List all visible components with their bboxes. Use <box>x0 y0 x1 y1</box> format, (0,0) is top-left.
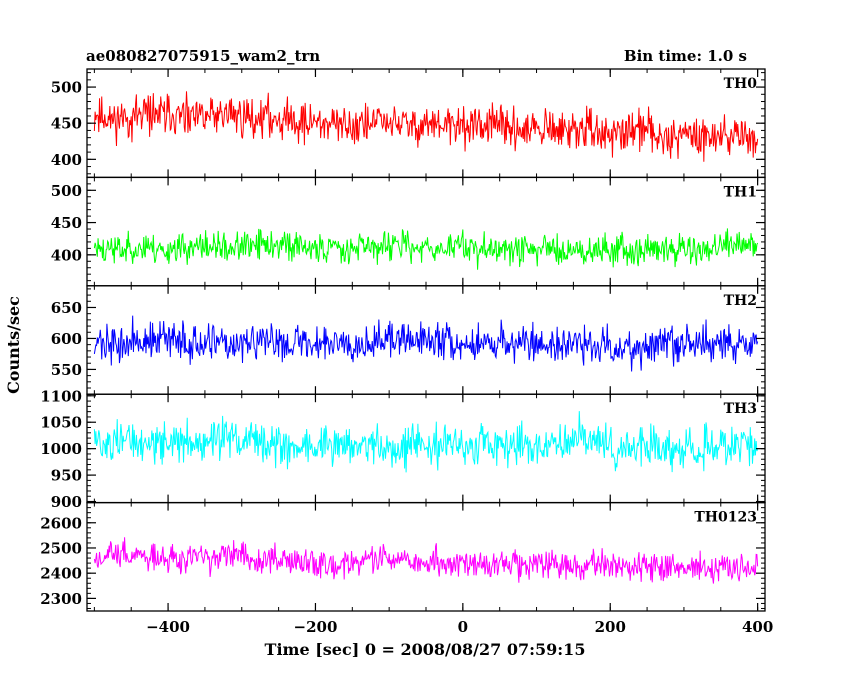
y-tick-label: 2600 <box>40 514 82 532</box>
y-tick-label: 400 <box>51 151 82 169</box>
y-tick-label: 500 <box>51 182 82 200</box>
y-tick-label: 500 <box>51 79 82 97</box>
x-axis: −400 −200 0 200 400 <box>146 618 773 636</box>
chart-title: ae080827075915_wam2_trn <box>86 47 320 65</box>
y-tick-label: 550 <box>51 361 82 379</box>
y-tick-label: 450 <box>51 115 82 133</box>
y-tick-label: 2400 <box>40 565 82 583</box>
y-tick-label: 400 <box>51 246 82 264</box>
x-tick-label: 200 <box>595 618 626 636</box>
panel-label-th2: TH2 <box>724 293 757 309</box>
bin-time-label: Bin time: 1.0 s <box>624 47 747 65</box>
series-line-th2 <box>93 315 759 372</box>
panel-label-th1: TH1 <box>724 184 757 200</box>
series-line-th0 <box>93 91 759 162</box>
y-tick-label: 1000 <box>40 440 82 458</box>
y-tick-label: 1050 <box>40 414 82 432</box>
panel-th1: 400 450 500 TH1 <box>51 176 766 287</box>
panel-th3: 900 950 1000 1050 1100 TH3 <box>40 387 766 511</box>
y-tick-label: 2300 <box>40 590 82 608</box>
panel-th0: 400 450 500 TH0 <box>51 68 766 179</box>
y-tick-label: 600 <box>51 330 82 348</box>
panel-frame <box>86 176 766 287</box>
panel-label-th0: TH0 <box>724 76 758 92</box>
x-tick-label: 0 <box>458 618 468 636</box>
panel-label-th3: TH3 <box>724 401 757 417</box>
y-axis-label: Counts/sec <box>4 296 23 394</box>
panel-th2: 550 600 650 TH2 <box>51 285 766 395</box>
y-tick-label: 1100 <box>40 387 82 405</box>
x-tick-label: −400 <box>146 618 190 636</box>
panel-th0123: 2300 2400 2500 2600 TH0123 <box>40 501 766 612</box>
series-line-th0123 <box>93 537 759 584</box>
series-line-th1 <box>93 228 759 270</box>
y-tick-label: 450 <box>51 214 82 232</box>
x-tick-label: −200 <box>294 618 338 636</box>
panel-label-th0123: TH0123 <box>694 510 757 526</box>
x-tick-label: 400 <box>742 618 773 636</box>
y-tick-label: 2500 <box>40 539 82 557</box>
x-axis-label: Time [sec] 0 = 2008/08/27 07:59:15 <box>265 640 586 659</box>
panel-frame <box>86 501 766 612</box>
y-tick-label: 950 <box>51 467 82 485</box>
series-line-th3 <box>93 411 759 473</box>
y-tick-label: 650 <box>51 299 82 317</box>
y-tick-label: 900 <box>51 493 82 511</box>
